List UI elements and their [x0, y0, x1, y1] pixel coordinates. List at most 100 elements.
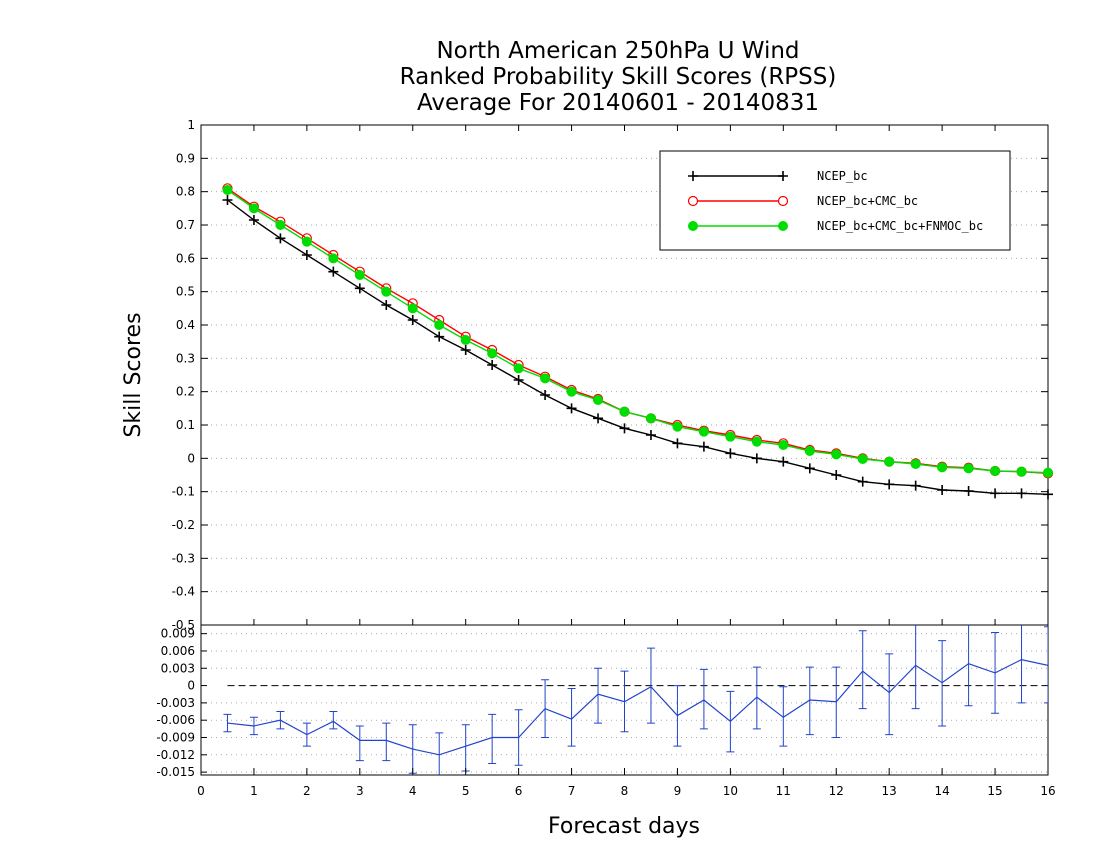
y-tick-label: 0 [187, 679, 195, 693]
legend-marker [687, 195, 699, 207]
data-point [619, 423, 630, 434]
data-point [672, 421, 683, 432]
y-tick-label: 0.8 [176, 185, 195, 199]
error-bar [779, 686, 788, 747]
data-point [593, 413, 604, 424]
y-tick-label: 0.4 [176, 318, 195, 332]
error-bar [1017, 625, 1026, 704]
legend-marker [778, 221, 788, 231]
y-tick-label: -0.015 [156, 765, 195, 779]
data-point [990, 488, 1001, 499]
data-point [434, 331, 445, 342]
data-point [645, 430, 656, 440]
x-tick-label: 11 [776, 784, 791, 798]
error-bar [355, 725, 364, 762]
data-point [910, 459, 921, 469]
x-tick-label: 3 [356, 784, 364, 798]
y-tick-label: -0.003 [156, 696, 195, 710]
y-tick-label: -0.1 [172, 485, 195, 499]
data-point [328, 266, 339, 277]
error-bar [382, 722, 391, 762]
error-bar [567, 687, 576, 747]
y-tick-label: -0.009 [156, 731, 195, 745]
data-point [407, 303, 418, 314]
x-tick-label: 8 [621, 784, 629, 798]
data-point [381, 300, 392, 310]
data-point [513, 375, 524, 385]
x-tick-label: 16 [1040, 784, 1055, 798]
data-point [1016, 488, 1027, 499]
x-tick-label: 12 [829, 784, 844, 798]
data-point [804, 446, 815, 456]
data-point [963, 486, 974, 496]
data-point [1016, 466, 1027, 477]
data-point [407, 315, 418, 325]
y-tick-label: 0.7 [176, 218, 195, 232]
difference-panel: -0.015 -0.012 -0.009 -0.006 -0.003 0 0.003 0.00… [156, 624, 1049, 779]
y-tick-label: -0.2 [172, 518, 195, 532]
x-tick-label: 10 [723, 784, 738, 798]
data-point [301, 236, 312, 247]
data-point [645, 413, 656, 424]
data-point [487, 360, 498, 370]
data-point [248, 215, 259, 225]
x-axis: 0 1 2 3 4 5 6 7 8 9 10 11 12 13 14 15 16 [197, 125, 1056, 798]
error-bar [805, 666, 814, 736]
data-point [540, 373, 551, 384]
data-point [831, 449, 842, 460]
error-bar [885, 653, 894, 736]
x-tick-label: 13 [882, 784, 897, 798]
data-point [1043, 489, 1053, 500]
y-tick-label: -0.3 [172, 551, 195, 565]
difference-series [223, 625, 1048, 775]
data-point [566, 403, 577, 414]
y-tick-label: -0.006 [156, 713, 195, 727]
legend: NCEP_bc NCEP_bc+CMC_bc NCEP_bc+CMC_bc+FNMO… [659, 150, 1011, 251]
legend-label: NCEP_bc+CMC_bc [817, 194, 918, 208]
data-point [222, 195, 233, 205]
data-point [937, 485, 948, 495]
data-point [778, 456, 789, 467]
y-tick-label: 0.3 [176, 351, 195, 365]
legend-label: NCEP_bc+CMC_bc+FNMOC_bc [817, 219, 983, 233]
y-tick-label: 1 [187, 118, 195, 132]
error-bar [646, 647, 655, 724]
data-point [751, 436, 762, 447]
x-tick-label: 1 [250, 784, 258, 798]
data-point [513, 363, 524, 374]
y-tick-label: 0 [187, 451, 195, 465]
legend-label: NCEP_bc [817, 169, 868, 183]
y-tick-label: -0.5 [172, 618, 195, 632]
data-point [857, 454, 868, 464]
data-point [857, 476, 868, 487]
y-tick-label: -0.012 [156, 748, 195, 762]
chart-subtitle-period: Average For 20140601 - 20140831 [417, 90, 819, 116]
error-bar [1044, 626, 1048, 704]
data-point [725, 448, 736, 459]
y-tick-label: 0.003 [161, 661, 195, 675]
data-point [487, 348, 498, 359]
x-tick-label: 0 [197, 784, 205, 798]
y-tick-label: 0.2 [176, 385, 195, 399]
legend-marker [777, 195, 789, 207]
chart-subtitle: Ranked Probability Skill Scores (RPSS) [400, 64, 837, 90]
data-point [990, 466, 1001, 476]
data-point [275, 233, 286, 244]
data-point [937, 462, 948, 473]
data-point [301, 250, 312, 260]
data-point [434, 320, 445, 330]
data-point [354, 270, 365, 280]
data-point [248, 203, 259, 214]
data-point [698, 426, 709, 437]
x-tick-label: 5 [462, 784, 470, 798]
y-tick-label: 0.6 [176, 251, 195, 265]
difference-line [227, 658, 1048, 756]
x-tick-label: 4 [409, 784, 417, 798]
y-tick-label: 0.5 [176, 285, 195, 299]
y-tick-label: 0.1 [176, 418, 195, 432]
x-tick-label: 2 [303, 784, 311, 798]
y-axis-label: Skill Scores [121, 312, 146, 437]
x-tick-label: 6 [515, 784, 523, 798]
data-point [725, 431, 736, 442]
